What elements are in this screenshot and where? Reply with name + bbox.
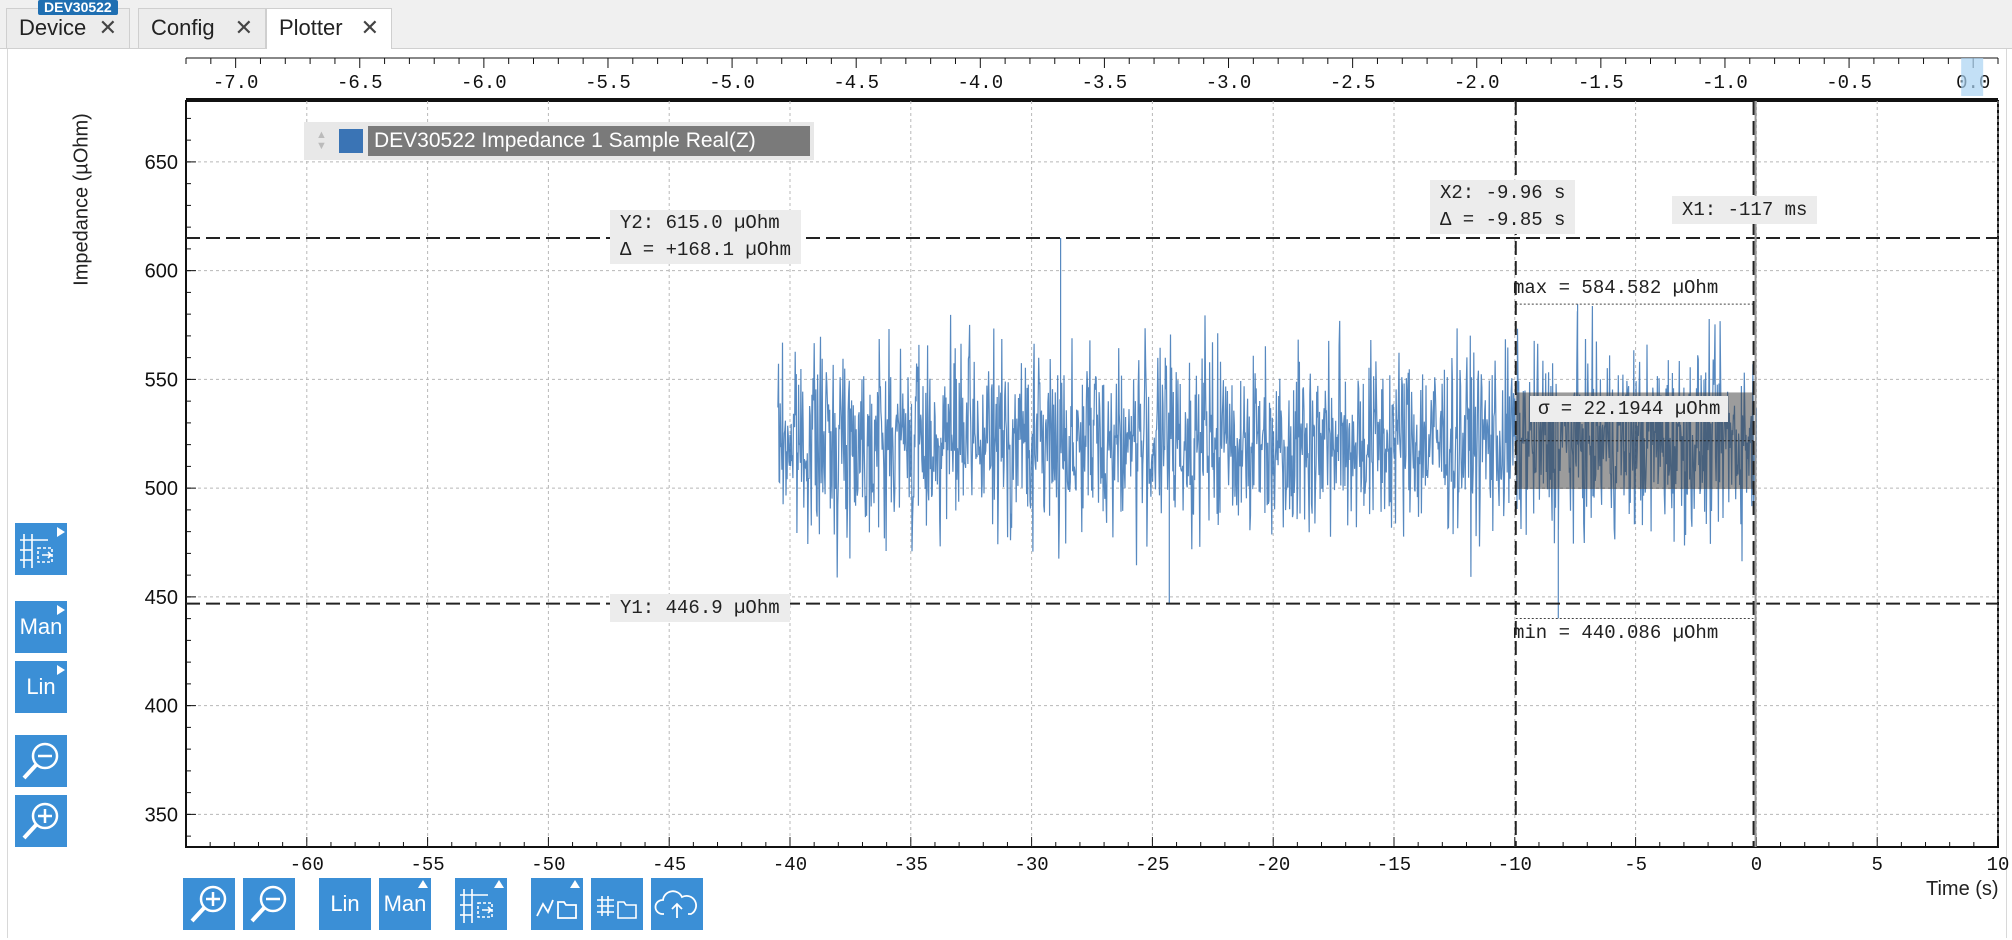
- legend-label: DEV30522 Impedance 1 Sample Real(Z): [368, 126, 810, 156]
- min-readout: min = 440.086 µOhm: [1513, 622, 1719, 644]
- lin-scale-button[interactable]: Lin: [319, 878, 371, 930]
- x1-readout: X1: -117 ms: [1672, 196, 1818, 224]
- lin-label: Lin: [330, 891, 360, 916]
- man-scale-button[interactable]: Man: [15, 601, 67, 653]
- zoom-out-icon: [22, 742, 59, 780]
- math-export-button[interactable]: [531, 878, 583, 930]
- grid-settings-icon: [460, 889, 493, 923]
- cloud-upload-button[interactable]: [651, 878, 703, 930]
- table-export-icon: [597, 896, 637, 919]
- cursor-y-readout: Y2: 615.0 µOhm Δ = +168.1 µOhm: [610, 210, 802, 264]
- close-icon[interactable]: ✕: [360, 15, 379, 40]
- x-delta-readout: Δ = -9.85 s: [1440, 209, 1566, 231]
- man-label: Man: [383, 891, 427, 916]
- sigma-readout: σ = 22.1944 µOhm: [1530, 396, 1729, 422]
- grid-settings-button[interactable]: [455, 878, 507, 930]
- grid-settings-icon: [20, 534, 53, 568]
- zoom-in-icon: [190, 885, 227, 923]
- zoom-out-icon: [250, 885, 287, 923]
- plotter-panel: [7, 49, 2007, 938]
- max-readout: max = 584.582 µOhm: [1513, 277, 1719, 299]
- y2-readout: Y2: 615.0 µOhm: [620, 212, 780, 234]
- x2-readout: X2: -9.96 s: [1440, 182, 1566, 204]
- zoom-in-icon: [22, 802, 59, 840]
- zoom-in-button[interactable]: [183, 878, 235, 930]
- close-icon[interactable]: ✕: [234, 15, 253, 40]
- zoom-out-button[interactable]: [15, 735, 67, 787]
- y-delta-readout: Δ = +168.1 µOhm: [620, 239, 792, 261]
- series-color-swatch: [339, 129, 363, 153]
- close-icon[interactable]: ✕: [98, 15, 117, 40]
- tab-label: Config: [151, 15, 215, 40]
- math-export-icon: [536, 899, 577, 919]
- cloud-upload-icon: [654, 890, 698, 918]
- legend-spinner-icon[interactable]: ▲ ▼: [316, 129, 327, 152]
- tab-plotter[interactable]: Plotter ✕: [266, 8, 392, 49]
- tab-label: Device: [19, 15, 87, 40]
- zoom-out-button[interactable]: [243, 878, 295, 930]
- x-axis-label: Time (s): [1926, 878, 1999, 900]
- y-axis-label: Impedance (µOhm): [70, 113, 93, 286]
- legend[interactable]: ▲ ▼ DEV30522 Impedance 1 Sample Real(Z): [304, 122, 814, 160]
- tab-config[interactable]: Config ✕: [138, 8, 266, 48]
- tab-label: Plotter: [279, 15, 343, 40]
- y1-readout: Y1: 446.9 µOhm: [610, 594, 790, 622]
- lin-label: Lin: [26, 674, 56, 699]
- grid-settings-button[interactable]: [15, 523, 67, 575]
- man-label: Man: [19, 614, 63, 639]
- cursor-x2-readout: X2: -9.96 s Δ = -9.85 s: [1430, 180, 1576, 234]
- man-scale-button[interactable]: Man: [379, 878, 431, 930]
- lin-scale-button[interactable]: Lin: [15, 661, 67, 713]
- tab-bar: Device ✕ Config ✕ Plotter ✕ DEV30522: [0, 0, 2012, 49]
- table-export-button[interactable]: [591, 878, 643, 930]
- device-badge: DEV30522: [38, 0, 118, 15]
- zoom-in-button[interactable]: [15, 795, 67, 847]
